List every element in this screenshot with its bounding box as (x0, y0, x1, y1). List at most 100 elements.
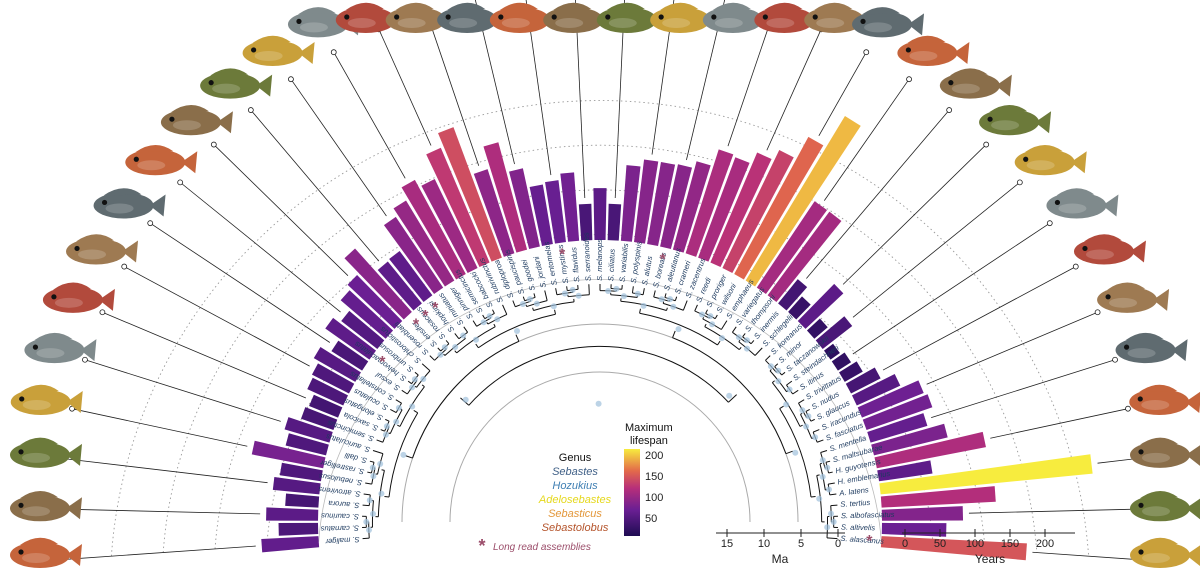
tree-tip-branch (742, 333, 746, 338)
node-interval (605, 288, 612, 294)
ma-axis-label: Ma (772, 552, 789, 566)
colorbar-title-2: lifespan (630, 435, 668, 447)
tree-tip-branch (482, 314, 486, 319)
node-interval (826, 486, 832, 493)
tree-branch (666, 307, 668, 311)
tree-tip-branch (750, 340, 755, 345)
lifespan-bar (344, 248, 412, 320)
lifespan-bar (325, 317, 377, 360)
node-interval (437, 351, 444, 358)
tree-tip-branch (407, 380, 412, 385)
genus-legend: Genus Sebastes Hozukius Adelosebastes Se… (538, 452, 612, 534)
tip-ray (931, 359, 1116, 419)
node-interval (640, 302, 647, 309)
years-tick-0: 0 (902, 538, 908, 550)
lifespan-bar (815, 316, 853, 349)
lifespan-bar (867, 413, 928, 443)
colorbar-tick-150: 150 (645, 471, 663, 483)
lifespan-bar (806, 318, 828, 339)
lifespan-bar (877, 460, 933, 482)
tree-tip-branch (694, 304, 698, 312)
tree-tip-branch (502, 304, 508, 315)
tree-tip-branch (372, 450, 384, 455)
node-interval (634, 290, 641, 297)
node-interval (792, 449, 799, 456)
tip-ray (968, 508, 1140, 514)
tree-tip-branch (566, 286, 568, 291)
species-label: S. carnatus (320, 524, 359, 534)
long-read-star-icon: * (432, 300, 439, 317)
tree-tip-branch (820, 450, 828, 453)
tree-branch (702, 317, 705, 320)
node-interval (819, 473, 826, 480)
long-read-markers: ** * ** ** (379, 247, 873, 550)
tree-tip-branch (786, 380, 793, 386)
lifespan-bar (285, 493, 320, 508)
tree-branch (388, 432, 391, 435)
fish-icon (42, 282, 115, 313)
lifespan-bar (340, 290, 394, 339)
fish-icon (10, 537, 82, 568)
node-interval (775, 378, 782, 385)
lifespan-bar (857, 380, 924, 418)
tree-tip-branch (414, 371, 419, 376)
colorbar-tick-100: 100 (645, 492, 663, 504)
tree-tip-branch (829, 493, 837, 496)
fish-icon (979, 104, 1052, 136)
node-interval (369, 464, 376, 471)
node-interval (411, 376, 418, 383)
tree-tip-branch (810, 418, 815, 422)
tip-ray (124, 266, 310, 367)
lifespan-bar (284, 417, 333, 443)
tree-tip-branch (492, 309, 495, 314)
tree-tip-branch (828, 482, 835, 485)
ma-tick-5: 5 (798, 538, 804, 550)
tree-branch (413, 410, 418, 414)
node-interval (699, 311, 705, 318)
tree-branch (672, 330, 676, 338)
lifespan-bar (593, 188, 607, 241)
ray-end (330, 49, 337, 56)
ma-tick-15: 15 (721, 538, 733, 550)
fish-icon (852, 7, 925, 38)
node-interval (400, 451, 407, 458)
tree-tip-branch (421, 363, 431, 372)
ma-axis: 15 10 5 0 Ma (716, 529, 845, 566)
tree-tip-branch (825, 460, 831, 463)
tree-branch (772, 380, 775, 383)
node-interval (620, 293, 627, 300)
fish-photos (10, 2, 1200, 568)
tree-branch (816, 474, 820, 476)
lifespan-bar (331, 340, 369, 371)
fish-icon (10, 384, 83, 415)
lifespan-bar (881, 506, 964, 521)
species-label: S. maliger (325, 535, 360, 546)
node-interval (816, 495, 823, 502)
node-interval (519, 301, 526, 307)
tree-tip-branch (816, 439, 824, 443)
fish-icon (1130, 537, 1200, 568)
lifespan-bar (401, 179, 466, 280)
ma-tick-10: 10 (758, 538, 770, 550)
fish-icon (125, 144, 198, 176)
tree-tip-branch (631, 286, 634, 294)
long-read-star-icon: * (866, 533, 873, 550)
tree-branch (493, 323, 496, 327)
tree-branch (738, 339, 741, 343)
lifespan-bar (745, 115, 861, 287)
node-interval (735, 334, 742, 341)
node-interval (824, 524, 831, 531)
tip-ray (63, 458, 268, 484)
node-interval (378, 490, 385, 497)
fish-icon (335, 2, 408, 33)
genus-sebastolobus: Sebastolobus (542, 522, 609, 534)
node-interval (533, 300, 540, 307)
ray-end (1072, 263, 1079, 270)
tree-branch (554, 309, 557, 315)
tree-tip-branch (555, 288, 558, 295)
tree-branch (779, 408, 812, 498)
lifespan-bar (473, 169, 515, 257)
tree-tip-branch (367, 471, 372, 474)
tip-ray (727, 10, 775, 147)
node-interval (719, 335, 725, 342)
